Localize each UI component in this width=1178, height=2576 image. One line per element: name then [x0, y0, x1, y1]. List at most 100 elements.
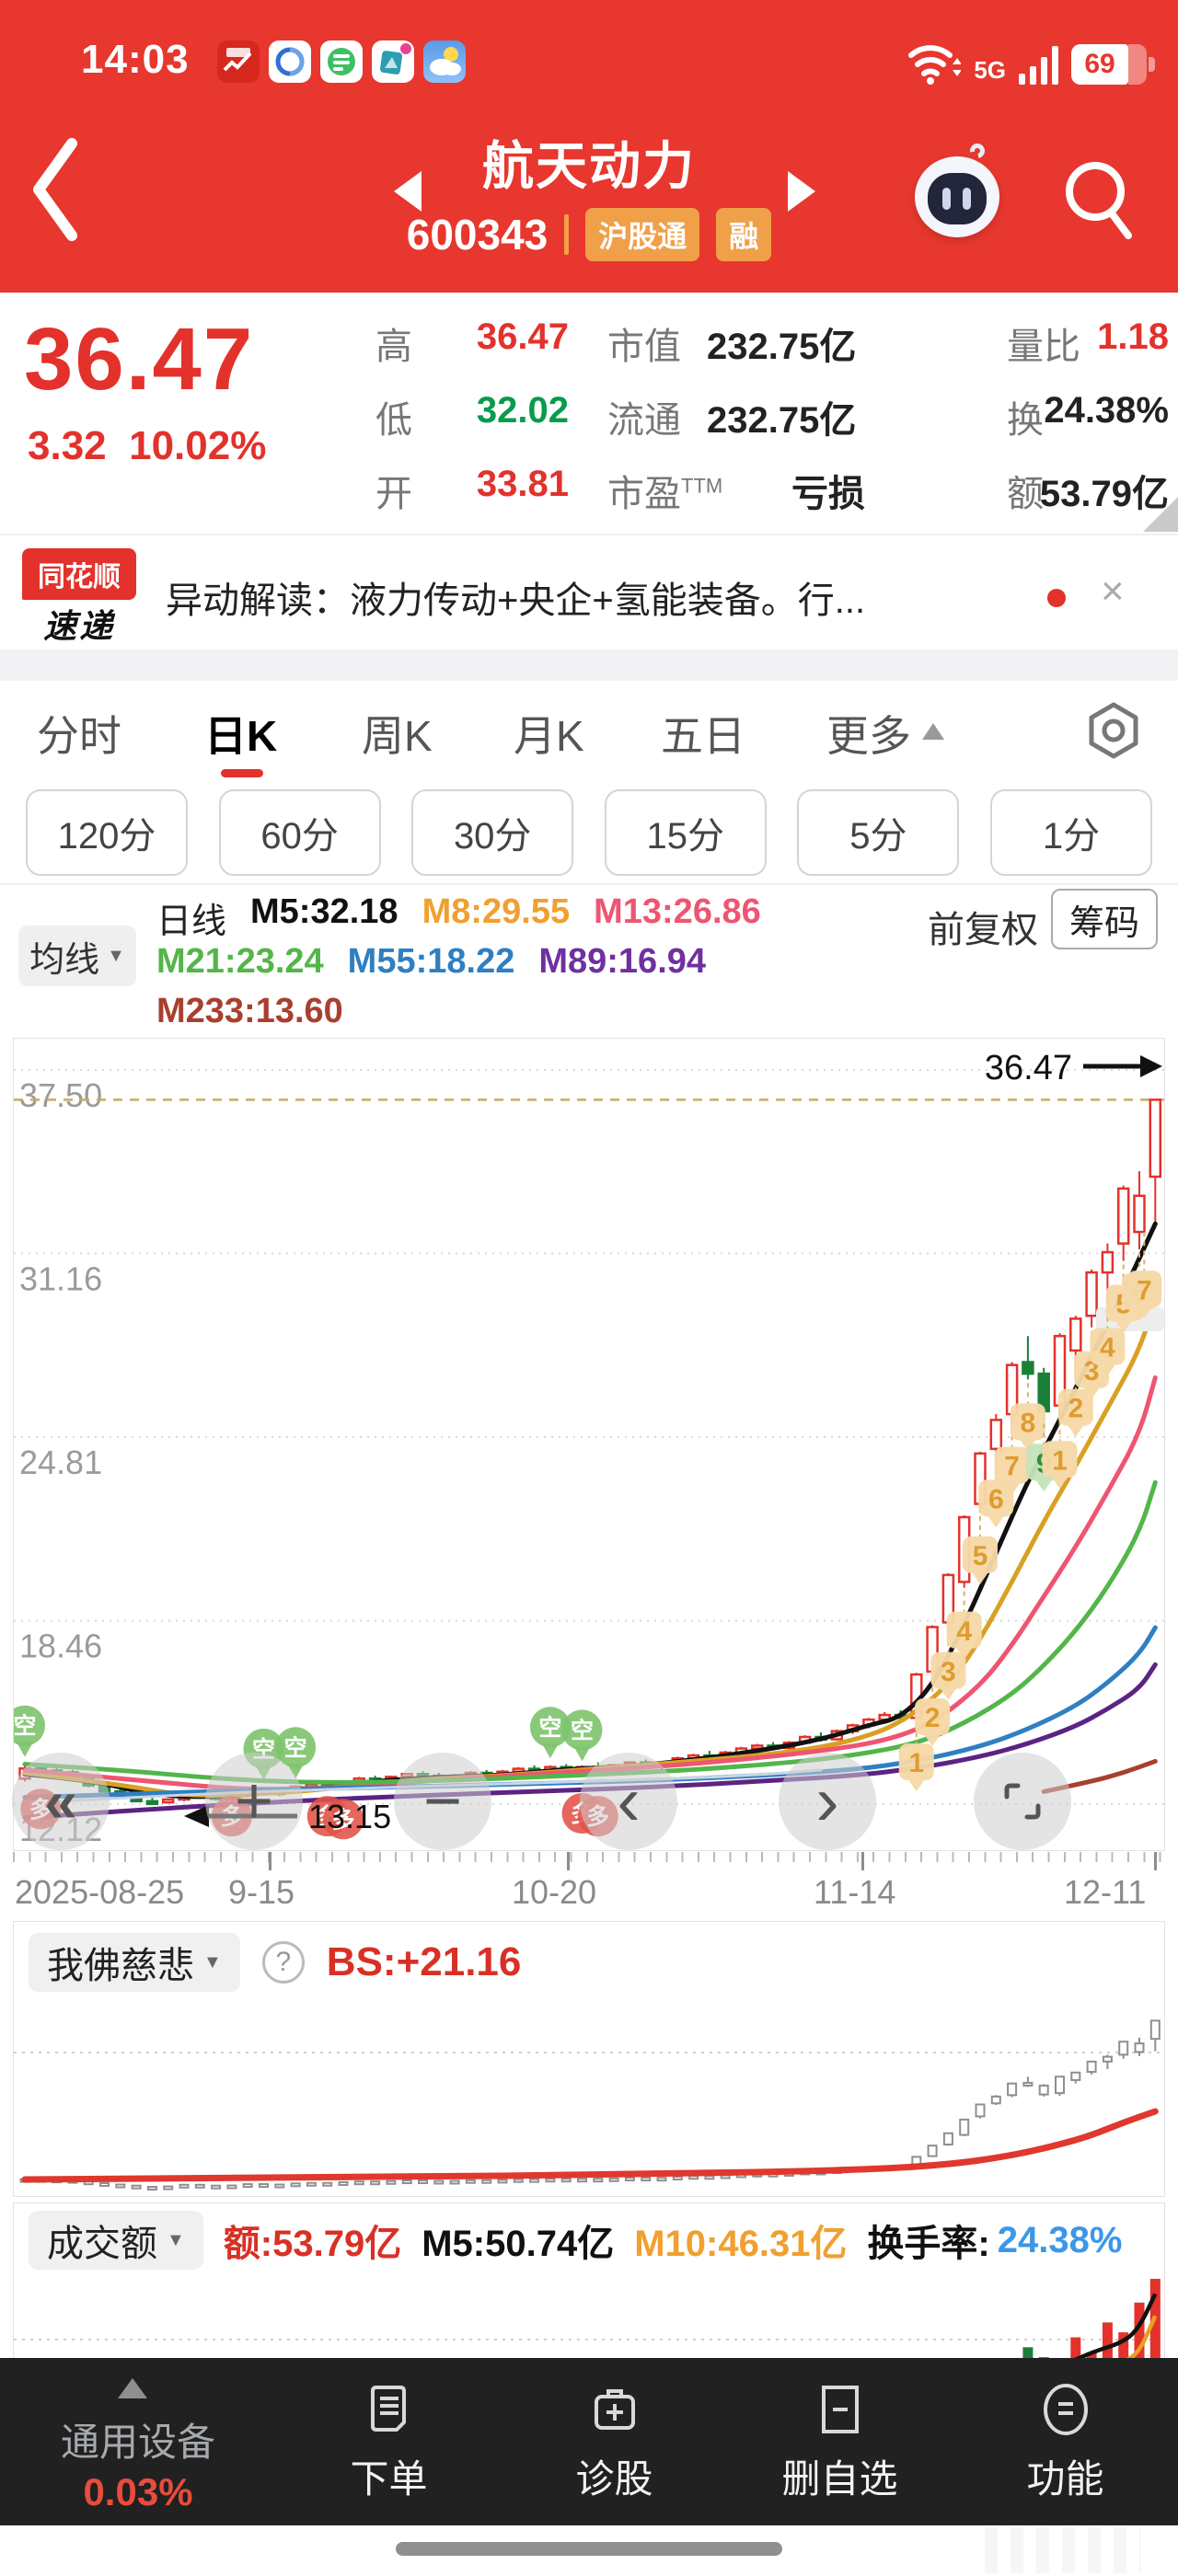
battery-icon: 69	[1071, 44, 1155, 85]
battery-level: 69	[1071, 44, 1128, 85]
tab-five-day[interactable]: 五日	[661, 712, 745, 760]
wifi-icon	[908, 45, 962, 85]
back-icon[interactable]	[28, 134, 83, 245]
mktcap-label: 市值	[607, 327, 681, 367]
notes-app-icon	[320, 40, 363, 83]
stock-code: 600343	[406, 211, 549, 259]
tab-more[interactable]: 更多	[826, 712, 911, 760]
clock: 14:03	[81, 37, 190, 82]
chevron-down-icon: ▼	[167, 2229, 185, 2250]
help-icon[interactable]: ?	[261, 1941, 305, 1984]
x-label-3: 10-20	[512, 1873, 597, 1911]
chart-fullscreen-button[interactable]	[974, 1753, 1071, 1850]
period-120min-button[interactable]: 120分	[26, 789, 188, 876]
home-indicator[interactable]	[396, 2542, 782, 2556]
chevron-up-icon	[118, 2378, 147, 2398]
svg-text:1: 1	[908, 1748, 924, 1778]
price-change: 3.32 10.02%	[28, 423, 267, 468]
chart-zoom-out-button[interactable]: −	[394, 1753, 491, 1850]
svg-text:13.15: 13.15	[308, 1798, 391, 1835]
period-15min-button[interactable]: 15分	[604, 789, 767, 876]
sector-quick-view[interactable]: 通用设备 0.03%	[0, 2358, 276, 2525]
ma13-value: M13:26.86	[594, 892, 761, 931]
tab-daily-k[interactable]: 日K	[204, 712, 278, 760]
ma-selector-button[interactable]: 均线 ▼	[18, 926, 136, 986]
next-stock-icon[interactable]	[788, 171, 815, 212]
nav-remove-watchlist[interactable]: 删自选	[727, 2358, 953, 2525]
bottom-nav-bar: 通用设备 0.03% 下单 诊股	[0, 2358, 1178, 2525]
amount-label: 额	[1007, 474, 1044, 514]
chart-settings-icon[interactable]	[1084, 701, 1143, 760]
nav-place-order[interactable]: 下单	[276, 2358, 502, 2525]
high-label: 高	[375, 327, 412, 367]
turnover-rate-label: 换手率:	[867, 2224, 990, 2264]
unread-dot	[1047, 589, 1066, 607]
chips-button[interactable]: 筹码	[1051, 889, 1158, 949]
nav-features[interactable]: 功能	[953, 2358, 1178, 2525]
weather-app-icon	[423, 40, 466, 83]
last-price: 36.47	[24, 310, 255, 408]
news-ticker[interactable]: 同花顺 速递 异动解读：液力传动+央企+氢能装备。行... ×	[0, 534, 1178, 650]
svg-text:空: 空	[538, 1714, 561, 1741]
chart-prev-button[interactable]: ‹	[580, 1753, 677, 1850]
order-icon	[370, 2386, 406, 2432]
section-divider	[0, 650, 1178, 681]
prev-stock-icon[interactable]	[394, 171, 422, 212]
adjust-mode-label[interactable]: 前复权	[928, 910, 1038, 950]
svg-text:空: 空	[571, 1717, 594, 1743]
status-bar: 14:03	[0, 0, 1178, 92]
mktcap-value: 232.75亿	[707, 327, 857, 367]
turnover-rate-value: 24.38%	[997, 2219, 1123, 2260]
svg-text:4: 4	[956, 1616, 972, 1647]
chevron-down-icon: ▼	[203, 1951, 222, 1972]
hk-connect-badge: 沪股通	[585, 208, 700, 261]
chart-rewind-button[interactable]: «	[12, 1753, 110, 1850]
ma-legend-row2: M21:23.24 M55:18.22 M89:16.94	[156, 942, 706, 982]
ma-legend-row3: M233:13.60	[156, 992, 343, 1031]
active-tab-underline	[221, 769, 263, 777]
quote-panel[interactable]: 36.47 3.32 10.02% 高 36.47 低 32.02 开 33.8…	[0, 293, 1178, 534]
svg-text:31.16: 31.16	[19, 1259, 102, 1297]
volratio-value: 1.18	[1097, 316, 1169, 357]
svg-text:5: 5	[973, 1541, 988, 1571]
indicator-selector-button[interactable]: 我佛慈悲 ▼	[29, 1933, 240, 1992]
expand-corner-icon[interactable]	[1143, 497, 1178, 532]
ma21-value: M21:23.24	[156, 942, 324, 981]
x-label-start: 2025-08-25	[15, 1873, 185, 1911]
period-button-row: 120分 60分 30分 15分 5分 1分	[0, 780, 1178, 885]
amount-today: 额:53.79亿	[223, 2224, 402, 2264]
indicator-panel[interactable]: 我佛慈悲 ▼ ? BS:+21.16	[13, 1921, 1165, 2197]
svg-text:多: 多	[331, 1807, 354, 1833]
ma233-value: M233:13.60	[156, 992, 343, 1030]
tab-weekly-k[interactable]: 周K	[362, 712, 433, 760]
chart-next-button[interactable]: ›	[779, 1753, 876, 1850]
volume-selector-button[interactable]: 成交额 ▼	[29, 2211, 203, 2270]
x-label-2: 9-15	[228, 1873, 295, 1911]
period-1min-button[interactable]: 1分	[989, 789, 1152, 876]
period-30min-button[interactable]: 30分	[411, 789, 574, 876]
china-mobile-app-icon	[372, 40, 414, 83]
svg-text:4: 4	[1100, 1333, 1115, 1363]
tab-minute[interactable]: 分时	[37, 712, 121, 760]
ai-assistant-icon[interactable]	[911, 140, 1003, 241]
close-icon[interactable]: ×	[1101, 569, 1125, 614]
low-label: 低	[375, 400, 412, 441]
tab-monthly-k[interactable]: 月K	[514, 712, 584, 760]
divider	[564, 214, 570, 255]
notification-app-icons	[217, 40, 466, 83]
period-60min-button[interactable]: 60分	[218, 789, 381, 876]
nav-diagnose-stock[interactable]: 诊股	[502, 2358, 727, 2525]
svg-text:7: 7	[1004, 1452, 1020, 1482]
svg-text:6: 6	[988, 1484, 1004, 1514]
chart-tab-bar: 分时 日K 周K 月K 五日 更多	[0, 681, 1178, 780]
status-indicators: 5G 69	[907, 37, 1155, 85]
period-5min-button[interactable]: 5分	[797, 789, 960, 876]
watermark	[985, 2527, 1141, 2573]
news-text[interactable]: 异动解读：液力传动+央企+氢能装备。行...	[166, 581, 866, 621]
main-kline-chart[interactable]: 37.5031.1624.8118.4612.12123456789123456…	[5, 1038, 1165, 1851]
svg-text:36.47: 36.47	[985, 1049, 1072, 1087]
svg-text:3: 3	[941, 1657, 956, 1687]
search-icon[interactable]	[1058, 155, 1141, 243]
chart-zoom-in-button[interactable]: +	[205, 1753, 303, 1850]
x-label-end: 12-11	[1064, 1873, 1147, 1911]
